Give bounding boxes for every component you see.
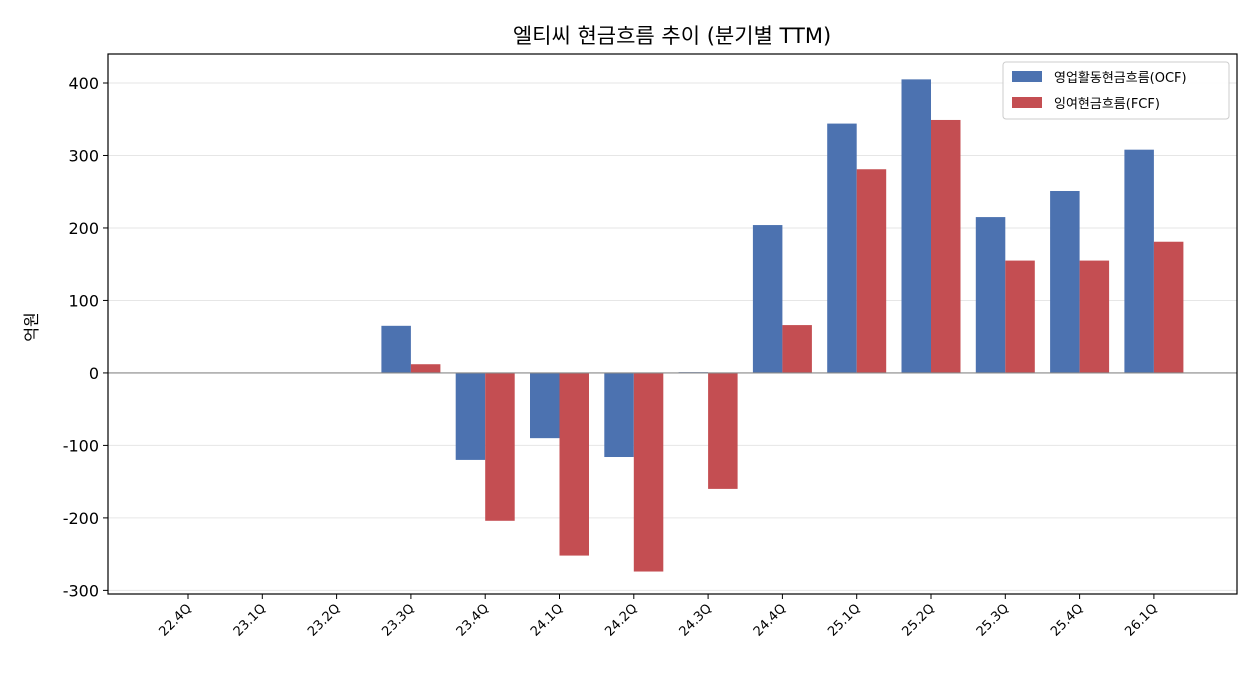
chart-title: 엘티씨 현금흐름 추이 (분기별 TTM) [513,24,831,48]
fcf-bar-24.2Q [633,372,664,572]
ocf-bar-25.1Q [827,123,857,373]
bars [381,79,1184,572]
ocf-bar-23.3Q [381,325,411,373]
legend-label: 잉여현금흐름(FCF) [1054,97,1160,112]
plot-frame [107,53,1238,595]
legend-box [1002,61,1230,120]
x-tick-label: 24.1Q [528,601,566,639]
ocf-bar-25.4Q [1050,190,1080,373]
fcf-bar-25.2Q [931,119,961,373]
ocf-bar-24.1Q [530,372,560,439]
fcf-bar-25.3Q [1005,260,1035,373]
ocf-bar-24.4Q [752,225,783,373]
x-tick-label: 23.3Q [379,601,417,639]
x-tick-label: 25.4Q [1048,601,1086,639]
x-tick-label: 23.4Q [454,601,492,639]
y-tick-label: 200 [68,219,99,238]
y-tick-label: 100 [68,291,99,310]
y-tick-label: -100 [63,436,99,455]
legend-label: 영업활동현금흐름(OCF) [1054,71,1187,86]
ocf-bar-25.3Q [975,217,1006,373]
x-tick-label: 24.4Q [751,601,789,639]
x-tick-label: 24.3Q [677,601,715,639]
x-tick-label: 23.1Q [231,601,269,639]
legend-swatch [1012,97,1042,108]
fcf-bar-26.1Q [1153,241,1184,373]
fcf-bar-25.1Q [856,169,887,373]
x-tick-label: 25.3Q [974,601,1012,639]
fcf-bar-24.3Q [708,372,738,489]
y-tick-label: -300 [63,581,99,600]
legend-swatch [1012,71,1042,82]
grid-lines [108,82,1237,591]
fcf-bar-24.1Q [559,372,589,556]
y-ticks: -300 -200 -100 0 100 200 300 400 [63,74,108,600]
fcf-bar-23.4Q [485,372,515,521]
fcf-bar-23.3Q [410,364,441,373]
y-tick-label: 300 [68,146,99,165]
legend: 영업활동현금흐름(OCF) 잉여현금흐름(FCF) [1002,61,1230,120]
y-tick-label: -200 [63,509,99,528]
y-tick-label: 400 [68,74,99,93]
fcf-bar-25.4Q [1079,260,1110,373]
x-tick-label: 25.1Q [825,601,863,639]
x-tick-label: 26.1Q [1122,601,1160,639]
x-tick-label: 23.2Q [305,601,343,639]
y-axis-label: 억원 [22,312,41,341]
ocf-bar-26.1Q [1124,149,1154,373]
x-tick-label: 22.4Q [157,601,195,639]
x-tick-label: 24.2Q [602,601,640,639]
ocf-bar-23.4Q [455,372,486,460]
ocf-bar-24.2Q [604,372,634,458]
y-tick-label: 0 [89,364,99,383]
ocf-bar-25.2Q [901,79,931,373]
x-tick-label: 25.2Q [900,601,938,639]
x-ticks: 22.4Q 23.1Q 23.2Q 23.3Q 23.4Q 24.1Q 24.2Q 24.3Q… [157,594,1161,640]
fcf-bar-24.4Q [782,325,812,373]
